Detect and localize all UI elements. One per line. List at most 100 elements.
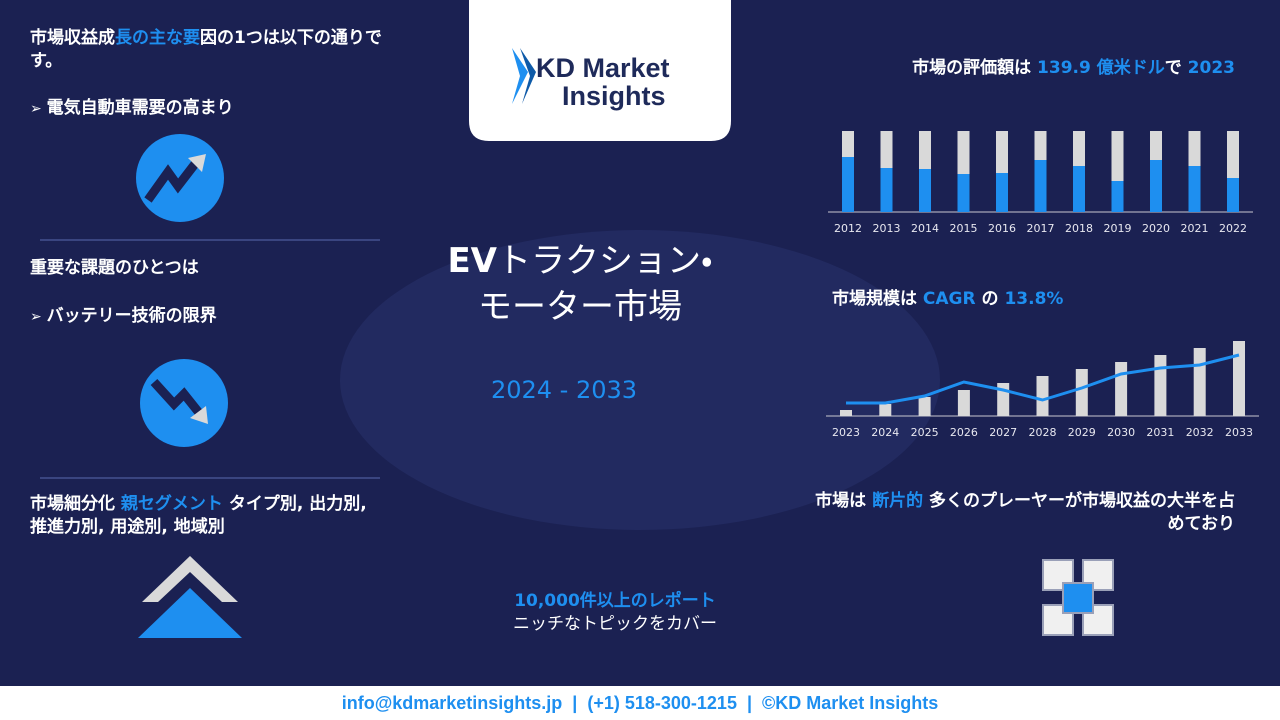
bar-segment	[880, 131, 893, 168]
reports: 10,000件以上のレポート ニッチなトピックをカバー	[440, 590, 790, 636]
bar-segment	[1150, 160, 1162, 212]
x-tick-label: 2025	[911, 426, 939, 439]
x-tick-label: 2015	[950, 222, 978, 235]
x-tick-label: 2032	[1186, 426, 1214, 439]
title-line: モーター市場	[478, 287, 682, 327]
decline-arrow	[150, 378, 204, 417]
text: 市場は	[815, 491, 873, 511]
bar-segment	[880, 168, 893, 212]
logo-box	[469, 0, 731, 141]
bar	[1154, 355, 1167, 416]
bar	[1075, 369, 1088, 416]
x-tick-label: 2013	[873, 222, 901, 235]
bar-segment	[1188, 166, 1201, 212]
drivers-item: 電気自動車需要の高まり	[30, 97, 234, 121]
text: 市場細分化	[30, 494, 121, 514]
logo-line: Insights	[562, 81, 666, 111]
cubes-icon	[1042, 559, 1114, 636]
charts: 2012 2013 2014 2015 2016 2017 2018 2019 2020 2021…	[826, 131, 1259, 439]
challenges-item: バッテリー技術の限界	[30, 305, 217, 329]
logo-line: KD Market	[536, 53, 670, 83]
bar-segment	[1073, 166, 1085, 212]
text: 市場の評価額は	[912, 58, 1038, 78]
bar	[1036, 376, 1049, 416]
decline-icon	[140, 359, 228, 447]
growth-arrow-head	[188, 154, 206, 172]
bar	[1233, 341, 1245, 416]
bar-segment	[1034, 131, 1047, 160]
logo-mark	[512, 48, 528, 104]
text: CAGR	[922, 289, 976, 309]
phone[interactable]: (+1) 518-300-1215	[587, 693, 737, 713]
bar-segment	[919, 169, 931, 212]
x-tick-label: 2030	[1107, 426, 1135, 439]
copyright: ©KD Market Insights	[762, 693, 939, 713]
x-tick-label: 2028	[1029, 426, 1057, 439]
bar-segment	[1034, 160, 1047, 212]
bar	[1115, 362, 1128, 416]
period: 2024 - 2033	[490, 376, 638, 404]
bar	[957, 390, 970, 416]
reports-coverage: ニッチなトピックをカバー	[513, 614, 717, 634]
segment-chevron	[142, 556, 238, 602]
logo-text: KD Market Insights	[506, 54, 670, 110]
text: の	[975, 289, 1005, 309]
fragmented: 市場は 断片的 多くのプレーヤーが市場収益の大半を占めており	[815, 490, 1235, 536]
reports-count: 10,000件以上のレポート	[514, 591, 716, 611]
text: で	[1164, 58, 1188, 78]
decline-arrow-head	[190, 406, 208, 424]
bar-segment	[1111, 181, 1124, 212]
x-tick-label: 2014	[911, 222, 939, 235]
x-tick-label: 2024	[871, 426, 899, 439]
trend-line	[846, 353, 1240, 405]
footer: info@kdmarketinsights.jp | (+1) 518-300-…	[0, 686, 1280, 720]
bar-segment	[957, 131, 970, 174]
bar	[879, 404, 892, 416]
bar-segment	[1227, 131, 1239, 178]
bar-segment	[1111, 131, 1124, 181]
main-title: EVトラクション・ モーター市場	[400, 238, 760, 330]
text: 多くのプレーヤーが市場収益の大半を占めており	[923, 491, 1235, 534]
cagr: 市場規模は CAGR の 13.8%	[832, 288, 1063, 311]
bar-segment	[1150, 131, 1162, 160]
text: タイプ別, 出力別, 推進力別, 用途別, 地域別	[30, 494, 367, 537]
bar-segment	[1227, 178, 1239, 212]
valuation: 市場の評価額は 139.9 億米ドルで 2023	[830, 57, 1235, 80]
text: 139.9 億米ドル	[1037, 58, 1165, 78]
text: トラクション・	[496, 241, 713, 281]
x-tick-label: 2033	[1225, 426, 1253, 439]
bar-segment	[919, 131, 931, 169]
x-tick-label: 2016	[988, 222, 1016, 235]
world-map-shade	[340, 230, 940, 530]
cube	[1062, 582, 1094, 614]
x-tick-label: 2031	[1146, 426, 1174, 439]
x-tick-label: 2019	[1104, 222, 1132, 235]
x-tick-label: 2021	[1181, 222, 1209, 235]
drivers-heading: 市場収益成長の主な要因の1つは以下の通りです。	[30, 27, 410, 73]
text: バッテリー技術の限界	[46, 306, 217, 326]
title-line: EVトラクション・	[400, 238, 760, 284]
growth-arrow	[144, 157, 202, 203]
logo-mark	[520, 48, 536, 104]
x-tick-label: 2012	[834, 222, 862, 235]
bar-segment	[957, 174, 970, 212]
x-tick-label: 2022	[1219, 222, 1247, 235]
challenges-heading: 重要な課題のひとつは	[30, 258, 199, 278]
email[interactable]: info@kdmarketinsights.jp	[341, 693, 563, 713]
segments-heading: 市場細分化 親セグメント タイプ別, 出力別, 推進力別, 用途別, 地域別	[30, 493, 375, 539]
bar-segment	[996, 173, 1008, 212]
text: EV	[447, 241, 497, 281]
x-tick-label: 2029	[1068, 426, 1096, 439]
segment-triangle	[138, 588, 242, 638]
bar-segment	[1073, 131, 1085, 166]
x-tick-label: 2017	[1027, 222, 1055, 235]
text: 断片的	[872, 491, 924, 511]
text: 市場規模は	[832, 289, 923, 309]
text: 親セグメント	[120, 494, 223, 514]
x-tick-label: 2020	[1142, 222, 1170, 235]
text: 2023	[1187, 58, 1235, 78]
x-tick-label: 2018	[1065, 222, 1093, 235]
x-tick-label: 2026	[950, 426, 978, 439]
